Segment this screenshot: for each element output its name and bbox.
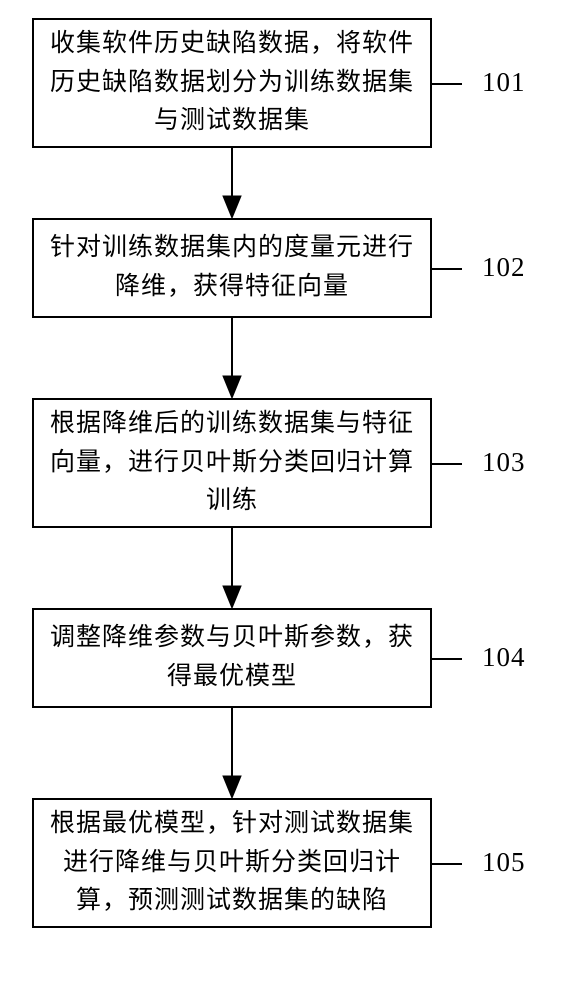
flow-node-text: 收集软件历史缺陷数据，将软件历史缺陷数据划分为训练数据集与测试数据集	[44, 25, 420, 141]
leader-line	[432, 83, 462, 85]
flow-node-label: 101	[482, 67, 526, 98]
flow-node-label: 102	[482, 252, 526, 283]
edge-arrowhead	[223, 376, 241, 398]
flow-node-label: 104	[482, 642, 526, 673]
flow-node-text: 针对训练数据集内的度量元进行降维，获得特征向量	[44, 229, 420, 307]
edge-arrowhead	[223, 196, 241, 218]
leader-line	[432, 268, 462, 270]
flow-node: 调整降维参数与贝叶斯参数，获得最优模型	[32, 608, 432, 708]
flow-node-label: 103	[482, 447, 526, 478]
flow-node: 根据最优模型，针对测试数据集进行降维与贝叶斯分类回归计算，预测测试数据集的缺陷	[32, 798, 432, 928]
flow-node-label: 105	[482, 847, 526, 878]
flow-node-text: 根据降维后的训练数据集与特征向量，进行贝叶斯分类回归计算训练	[44, 405, 420, 521]
flow-node-text: 根据最优模型，针对测试数据集进行降维与贝叶斯分类回归计算，预测测试数据集的缺陷	[44, 805, 420, 921]
flow-node: 收集软件历史缺陷数据，将软件历史缺陷数据划分为训练数据集与测试数据集	[32, 18, 432, 148]
leader-line	[432, 658, 462, 660]
flow-node-text: 调整降维参数与贝叶斯参数，获得最优模型	[44, 619, 420, 697]
flowchart-canvas: 收集软件历史缺陷数据，将软件历史缺陷数据划分为训练数据集与测试数据集 101 针对训…	[0, 0, 588, 1000]
leader-line	[432, 463, 462, 465]
flow-node: 针对训练数据集内的度量元进行降维，获得特征向量	[32, 218, 432, 318]
edge-arrowhead	[223, 776, 241, 798]
edge-arrowhead	[223, 586, 241, 608]
flow-node: 根据降维后的训练数据集与特征向量，进行贝叶斯分类回归计算训练	[32, 398, 432, 528]
leader-line	[432, 863, 462, 865]
